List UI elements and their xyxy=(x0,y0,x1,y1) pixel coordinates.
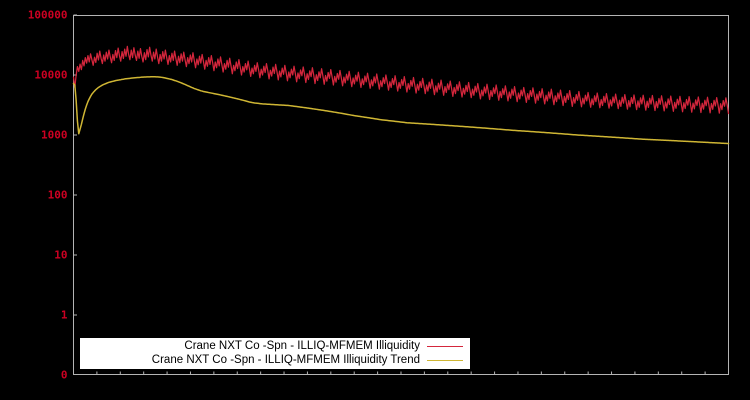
y-axis-label-1: 1 xyxy=(60,308,68,322)
legend-label-illiquidity: Crane NXT Co -Spn - ILLIQ-MFMEM Illiquid… xyxy=(184,340,420,352)
y-axis-label-1000: 1000 xyxy=(41,128,68,142)
y-axis-label-100000: 100000 xyxy=(27,8,68,22)
legend-swatch-illiquidity xyxy=(427,346,463,347)
legend-swatch-illiquidity-trend xyxy=(427,360,463,361)
y-axis-label-10000: 10000 xyxy=(34,68,68,82)
legend-entry-illiquidity-trend: Crane NXT Co -Spn - ILLIQ-MFMEM Illiquid… xyxy=(81,354,465,368)
y-axis-label-10: 10 xyxy=(54,248,68,262)
legend-entry-illiquidity: Crane NXT Co -Spn - ILLIQ-MFMEM Illiquid… xyxy=(81,340,465,354)
y-axis-label-100: 100 xyxy=(47,188,68,202)
series-line-illiquidity-trend xyxy=(72,76,730,145)
legend-label-illiquidity-trend: Crane NXT Co -Spn - ILLIQ-MFMEM Illiquid… xyxy=(151,354,420,366)
chart-legend: Crane NXT Co -Spn - ILLIQ-MFMEM Illiquid… xyxy=(80,338,470,369)
plot-frame xyxy=(73,15,729,375)
series-line-illiquidity xyxy=(72,45,730,115)
y-axis-label-0: 0 xyxy=(60,368,68,381)
